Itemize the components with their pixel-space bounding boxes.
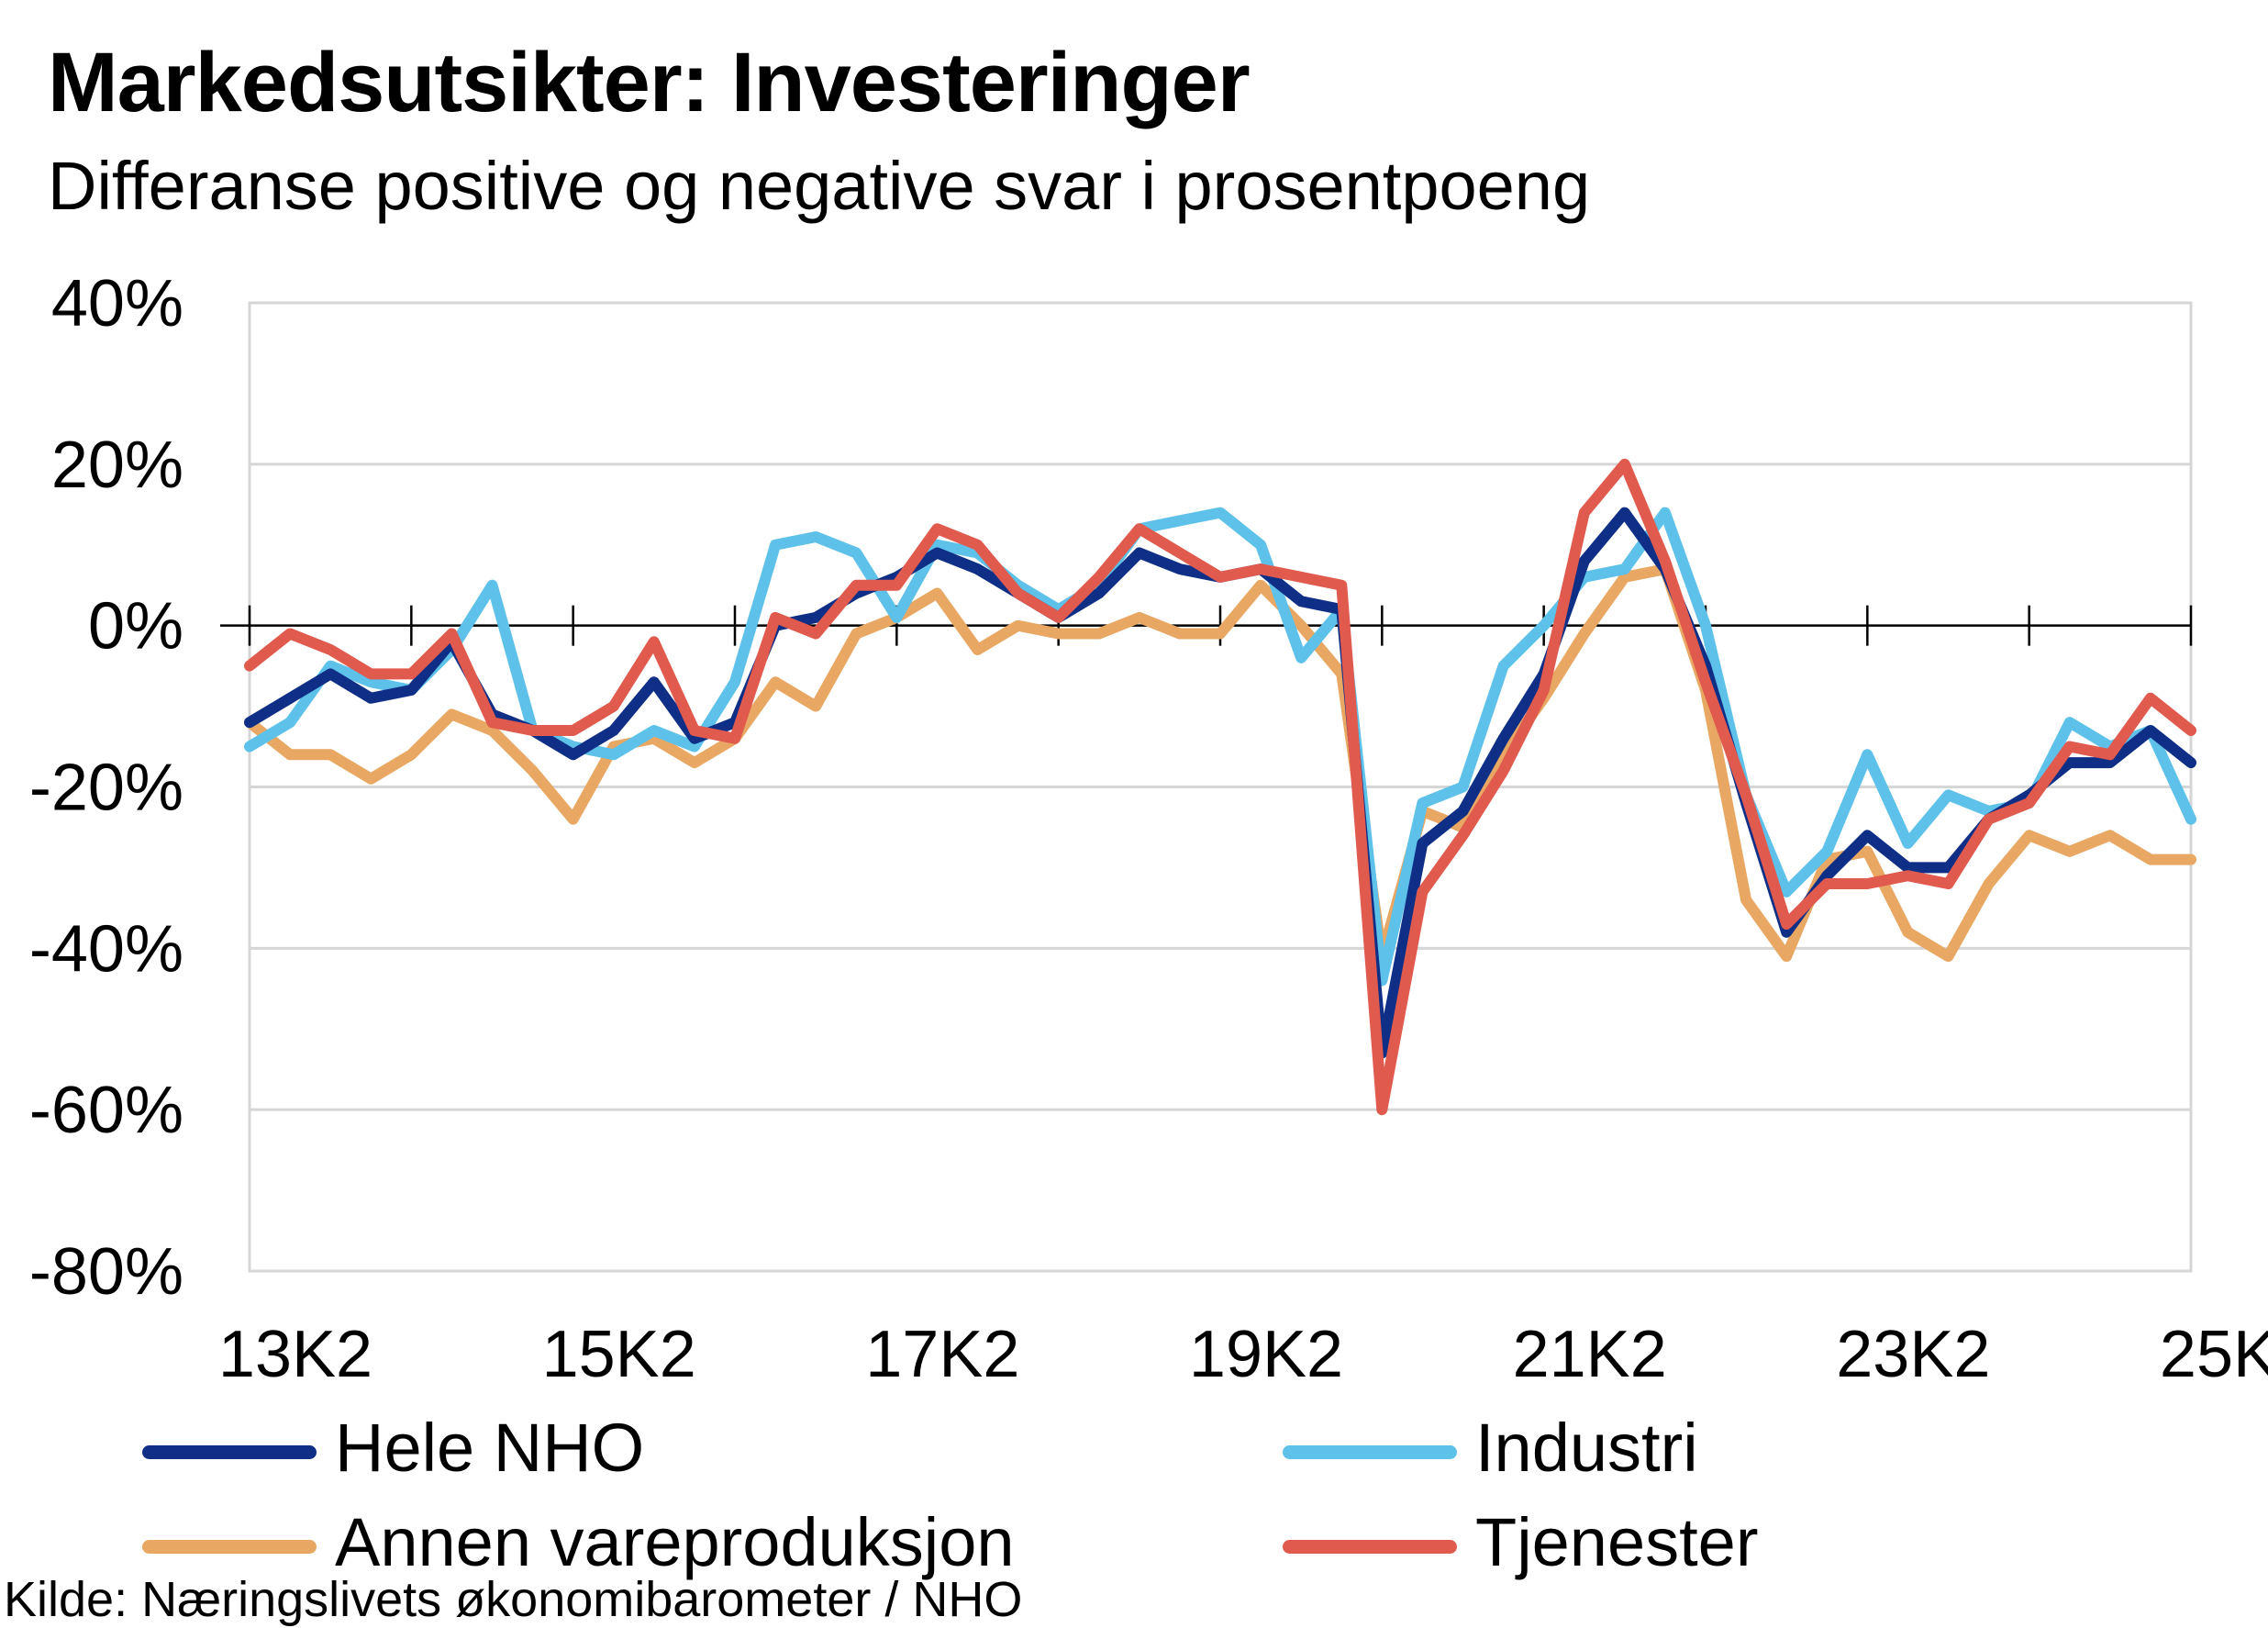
legend-label-annen-vareproduksjon: Annen vareproduksjon [335, 1504, 1015, 1580]
legend-swatch-hele-nho [142, 1445, 317, 1459]
axis-layer [220, 605, 2193, 646]
grid-layer [248, 301, 2193, 1273]
legend-swatch-tjenester [1283, 1540, 1457, 1554]
label-layer: 40% 20% 0% -20% -40% -60% -80% 13K2 15K2 17K2 19K2… [29, 267, 2268, 1391]
series-line-industri [244, 507, 2196, 987]
y-tick-label: 20% [51, 429, 183, 502]
y-tick-label: 0% [88, 590, 183, 663]
y-tick-label: -20% [29, 752, 183, 825]
series-layer [244, 458, 2196, 1116]
x-tick-label: 17K2 [865, 1318, 1019, 1391]
chart-subtitle: Differanse positive og negative svar i p… [48, 148, 1591, 224]
legend-label-hele-nho: Hele NHO [335, 1410, 645, 1486]
x-tick-label: 23K2 [1836, 1318, 1990, 1391]
series-line-annen-vareproduksjon [244, 563, 2196, 963]
y-tick-label: -80% [29, 1235, 183, 1309]
chart-title: Markedsutsikter: Investeringer [48, 36, 1251, 129]
x-tick-label: 25K2 [2160, 1318, 2268, 1391]
x-tick-label: 21K2 [1513, 1318, 1667, 1391]
legend-swatch-annen-vareproduksjon [142, 1540, 317, 1554]
source-note: Kilde: Næringslivets økonomibarometer / … [4, 1572, 1023, 1627]
series-line-tjenester [244, 458, 2196, 1116]
x-tick-label: 19K2 [1189, 1318, 1343, 1391]
x-tick-label: 13K2 [218, 1318, 372, 1391]
y-tick-label: 40% [51, 267, 183, 340]
x-tick-label: 15K2 [542, 1318, 696, 1391]
y-tick-label: -60% [29, 1074, 183, 1147]
y-tick-label: -40% [29, 912, 183, 986]
legend-swatch-industri [1283, 1445, 1457, 1459]
legend-label-industri: Industri [1475, 1410, 1698, 1486]
legend-label-tjenester: Tjenester [1475, 1504, 1759, 1580]
